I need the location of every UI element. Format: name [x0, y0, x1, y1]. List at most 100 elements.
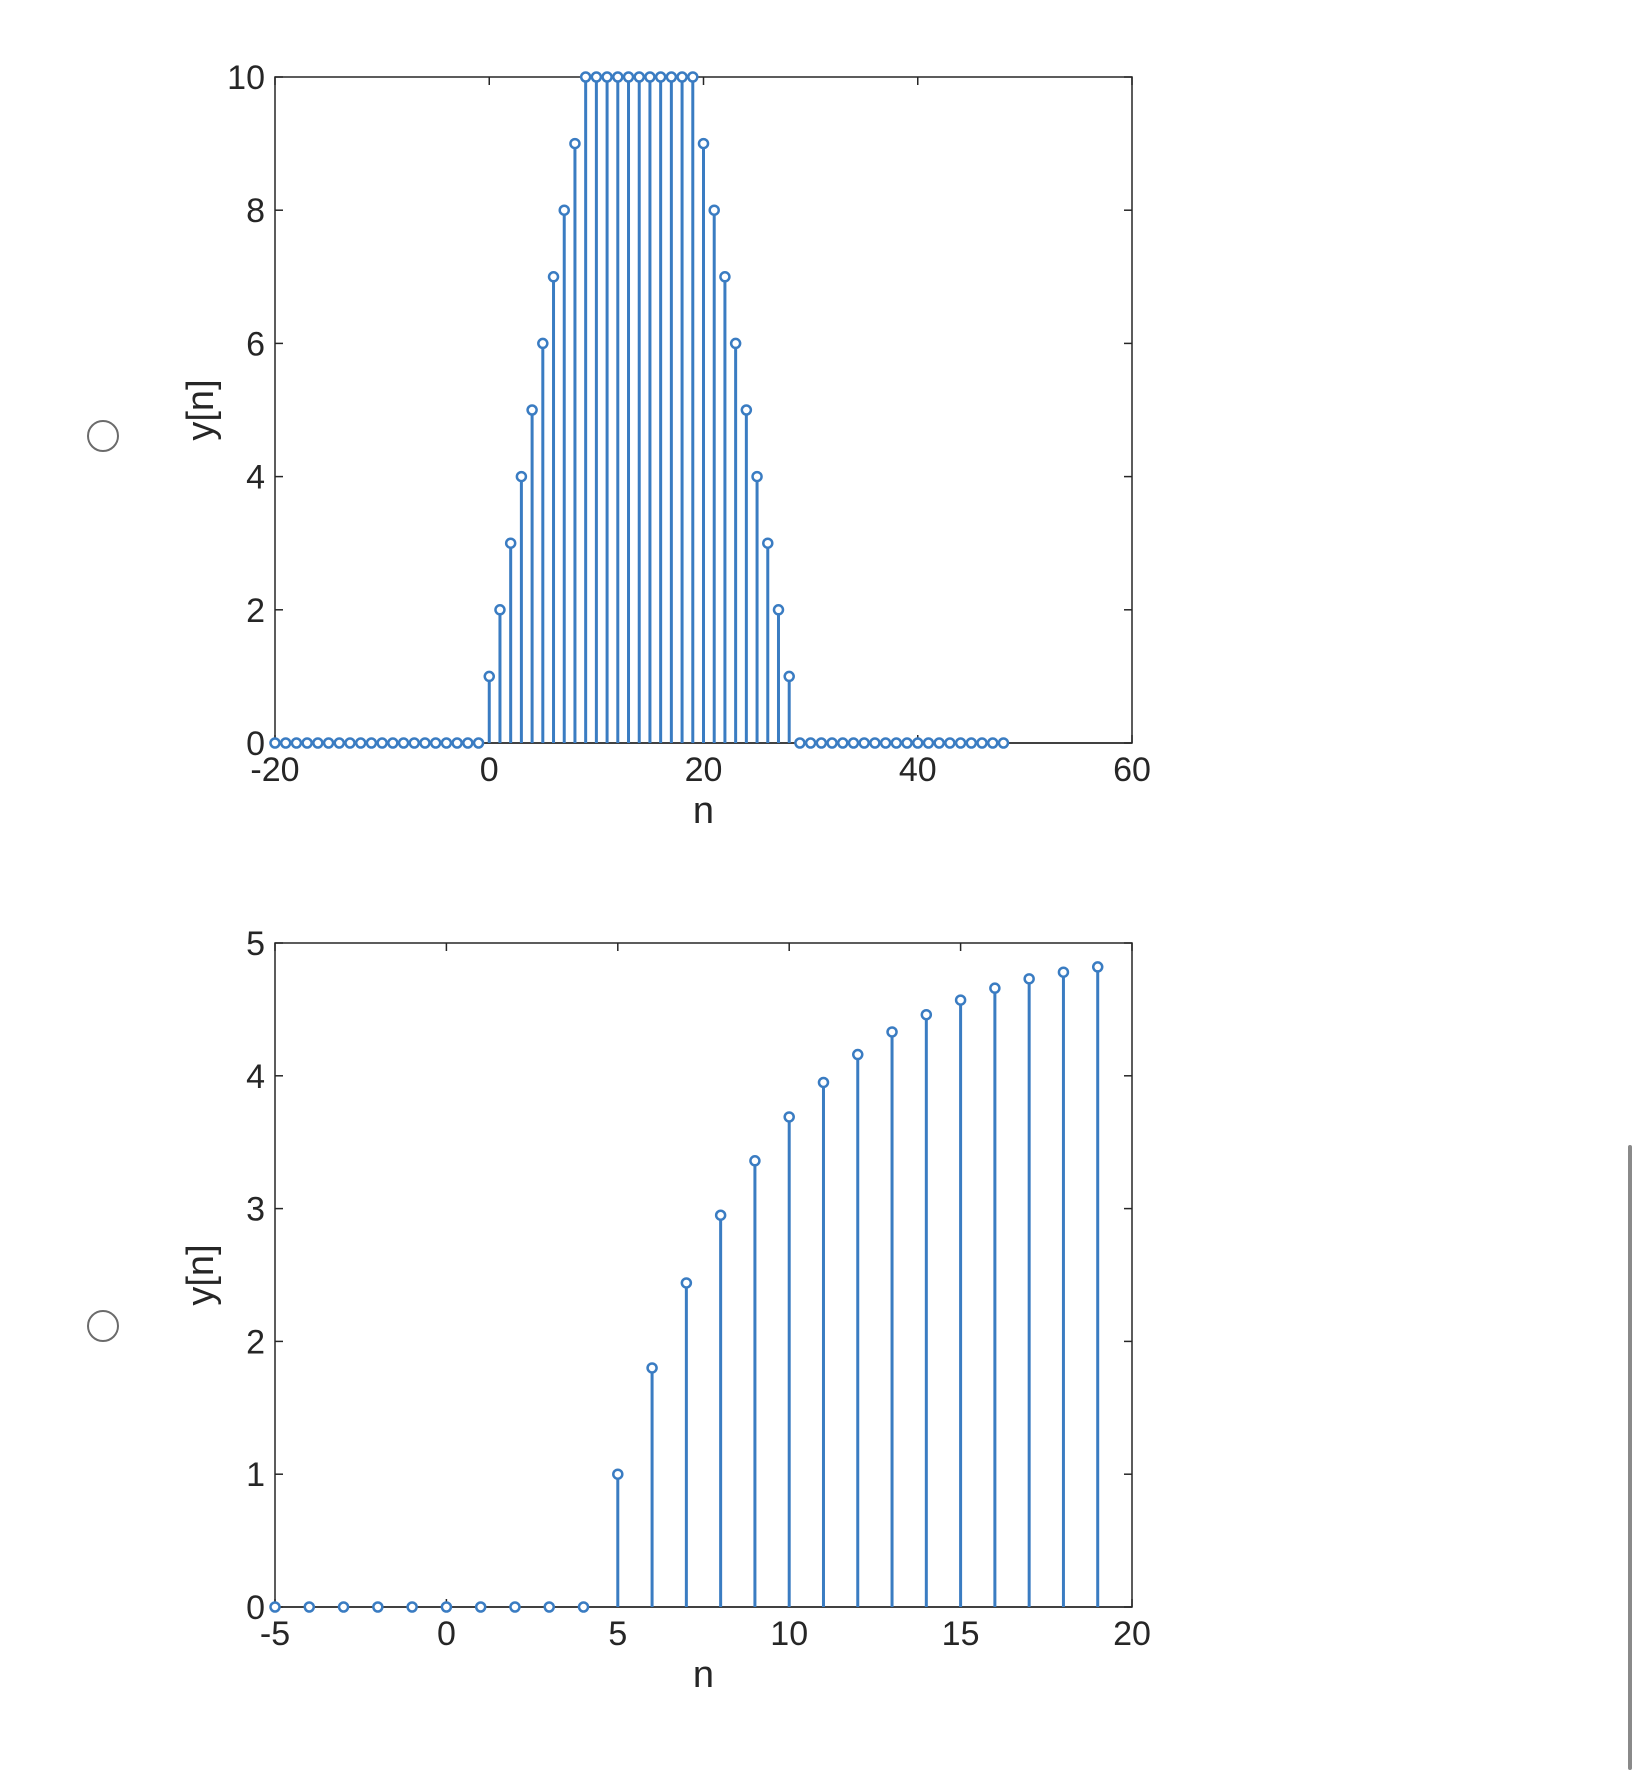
x-tick-label: 60: [1113, 751, 1151, 789]
y-tick-label: 0: [246, 1589, 265, 1627]
stem-marker: [526, 404, 538, 416]
stem-marker: [1091, 961, 1104, 973]
stem-marker: [954, 737, 967, 749]
y-tick-label: 5: [246, 925, 265, 963]
stem-marker: [312, 737, 324, 749]
stem-marker: [612, 1468, 624, 1480]
stem-marker: [783, 670, 795, 683]
stem-marker: [986, 737, 999, 749]
stem-marker: [376, 737, 388, 749]
stem-marker: [337, 1601, 350, 1613]
option-1-radio-button[interactable]: [87, 420, 119, 452]
stem-marker: [344, 737, 356, 749]
x-axis-label: n: [693, 1654, 714, 1696]
stem-marker: [577, 1601, 590, 1613]
stem-marker: [462, 737, 474, 749]
stem-marker: [989, 982, 1001, 994]
y-tick-label: 2: [246, 1323, 265, 1361]
stem-marker: [886, 1026, 898, 1038]
stem-marker: [890, 737, 903, 749]
stem-marker: [558, 204, 570, 216]
x-axis-label: n: [693, 790, 714, 832]
answer-option-2[interactable]: 0 1 2 3 4 5 -5 0 5 10 15 20 n y[n]: [0, 880, 1400, 1770]
stem-marker: [303, 1601, 316, 1613]
stem-marker: [708, 204, 720, 216]
stem-marker: [515, 470, 528, 483]
stem-marker: [279, 737, 292, 749]
stem-marker: [440, 1601, 453, 1613]
stem-marker: [826, 737, 838, 749]
stem-marker: [901, 737, 913, 749]
answer-option-1[interactable]: 0 2 4 6 8 10 -20 0 20 40 60 n y[n]: [0, 0, 1400, 880]
y-tick-label: 4: [246, 1058, 265, 1096]
stem-marker: [676, 71, 688, 83]
stem-marker: [976, 737, 988, 749]
x-tick-label: 20: [685, 751, 723, 789]
option-2-radio-button[interactable]: [87, 1310, 119, 1342]
stem-marker: [804, 737, 817, 749]
stem-marker: [965, 737, 978, 749]
vertical-scrollbar[interactable]: [1628, 1145, 1632, 1770]
stem-marker: [408, 737, 421, 749]
stem-marker: [590, 71, 603, 83]
y-tick-label: 4: [246, 459, 265, 497]
stem-marker: [429, 737, 442, 749]
stem-marker: [1023, 973, 1035, 985]
stem-marker: [387, 737, 399, 749]
stem-marker: [472, 737, 485, 749]
stem-marker: [301, 737, 313, 749]
stem-marker: [269, 1601, 281, 1613]
stem-marker: [852, 1048, 864, 1061]
stem-marker: [509, 1601, 521, 1613]
x-tick-label: 5: [608, 1615, 627, 1653]
stem-marker: [879, 737, 892, 749]
y-tick-label: 2: [246, 592, 265, 630]
x-tick-label: 10: [770, 1615, 808, 1653]
stem-marker: [406, 1601, 418, 1613]
y-tick-label: 3: [246, 1191, 265, 1229]
stem-marker: [494, 604, 506, 616]
stem-marker: [794, 737, 806, 749]
y-tick-label: 8: [246, 192, 265, 230]
stem-marker: [858, 737, 870, 749]
stem-marker: [762, 537, 774, 549]
stem-marker: [954, 994, 967, 1006]
y-tick-label: 10: [227, 59, 265, 97]
stem-marker: [579, 71, 592, 83]
stem-marker: [1057, 966, 1070, 978]
stem-marker: [714, 1209, 727, 1221]
x-tick-label: 20: [1113, 1615, 1151, 1653]
stem-marker: [633, 71, 645, 83]
stem-marker: [817, 1076, 830, 1089]
stem-marker: [333, 737, 346, 749]
stem-marker: [474, 1601, 487, 1613]
stem-marker: [365, 737, 378, 749]
y-tick-label: 1: [246, 1456, 265, 1494]
stem-marker: [354, 737, 367, 749]
stem-marker: [322, 737, 335, 749]
stem-marker: [451, 737, 463, 749]
stem-marker: [483, 670, 495, 683]
y-tick-label: 0: [246, 725, 265, 763]
stem-marker: [920, 1008, 933, 1021]
stem-marker: [912, 737, 924, 749]
stem-marker: [622, 71, 635, 83]
x-tick-label: -20: [250, 751, 299, 789]
stem-marker: [815, 737, 828, 749]
y-axis-label: y[n]: [180, 379, 222, 440]
stem-marker: [419, 737, 431, 749]
stem-marker: [687, 71, 699, 83]
stem-marker: [749, 1155, 761, 1167]
stem-marker: [997, 737, 1010, 749]
stem-marker: [837, 737, 849, 749]
stem-marker: [569, 137, 581, 150]
stem-marker: [729, 337, 742, 350]
stem-marker: [543, 1601, 555, 1613]
stem-marker: [944, 737, 956, 749]
stem-marker: [290, 737, 303, 749]
stem-marker: [719, 271, 731, 283]
stem-marker: [751, 470, 763, 483]
stem-marker: [644, 71, 656, 83]
stem-marker: [665, 71, 678, 83]
